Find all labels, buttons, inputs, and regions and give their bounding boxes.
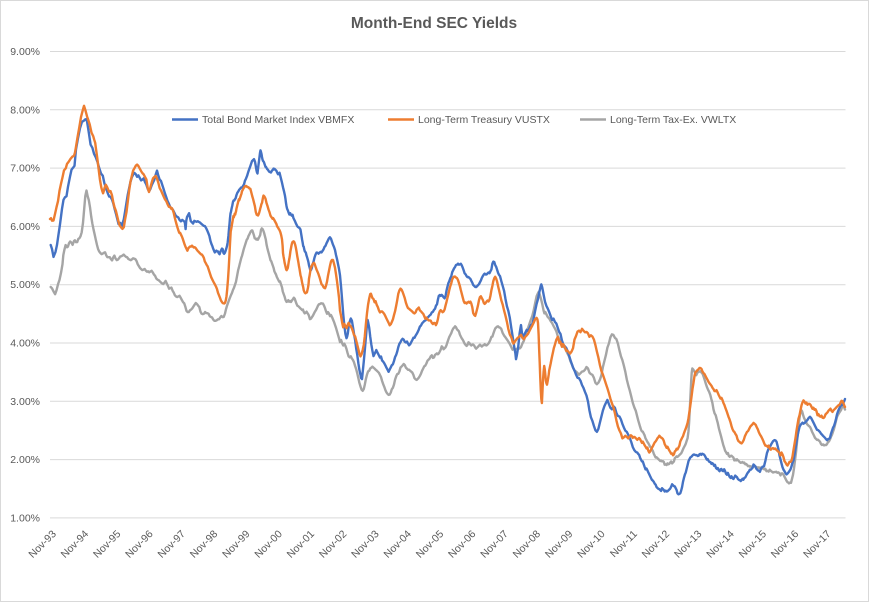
svg-text:7.00%: 7.00% — [10, 163, 40, 175]
svg-text:Long-Term Tax-Ex. VWLTX: Long-Term Tax-Ex. VWLTX — [610, 114, 736, 126]
svg-text:3.00%: 3.00% — [10, 396, 40, 408]
svg-text:Total Bond Market Index VBMFX: Total Bond Market Index VBMFX — [202, 114, 354, 126]
svg-text:4.00%: 4.00% — [10, 338, 40, 350]
svg-text:8.00%: 8.00% — [10, 104, 40, 116]
svg-text:6.00%: 6.00% — [10, 221, 40, 233]
svg-text:Month-End SEC Yields: Month-End SEC Yields — [351, 15, 517, 32]
svg-text:2.00%: 2.00% — [10, 454, 40, 466]
svg-text:1.00%: 1.00% — [10, 512, 40, 524]
svg-text:5.00%: 5.00% — [10, 279, 40, 291]
svg-text:9.00%: 9.00% — [10, 46, 40, 58]
svg-text:Long-Term Treasury VUSTX: Long-Term Treasury VUSTX — [418, 114, 550, 126]
